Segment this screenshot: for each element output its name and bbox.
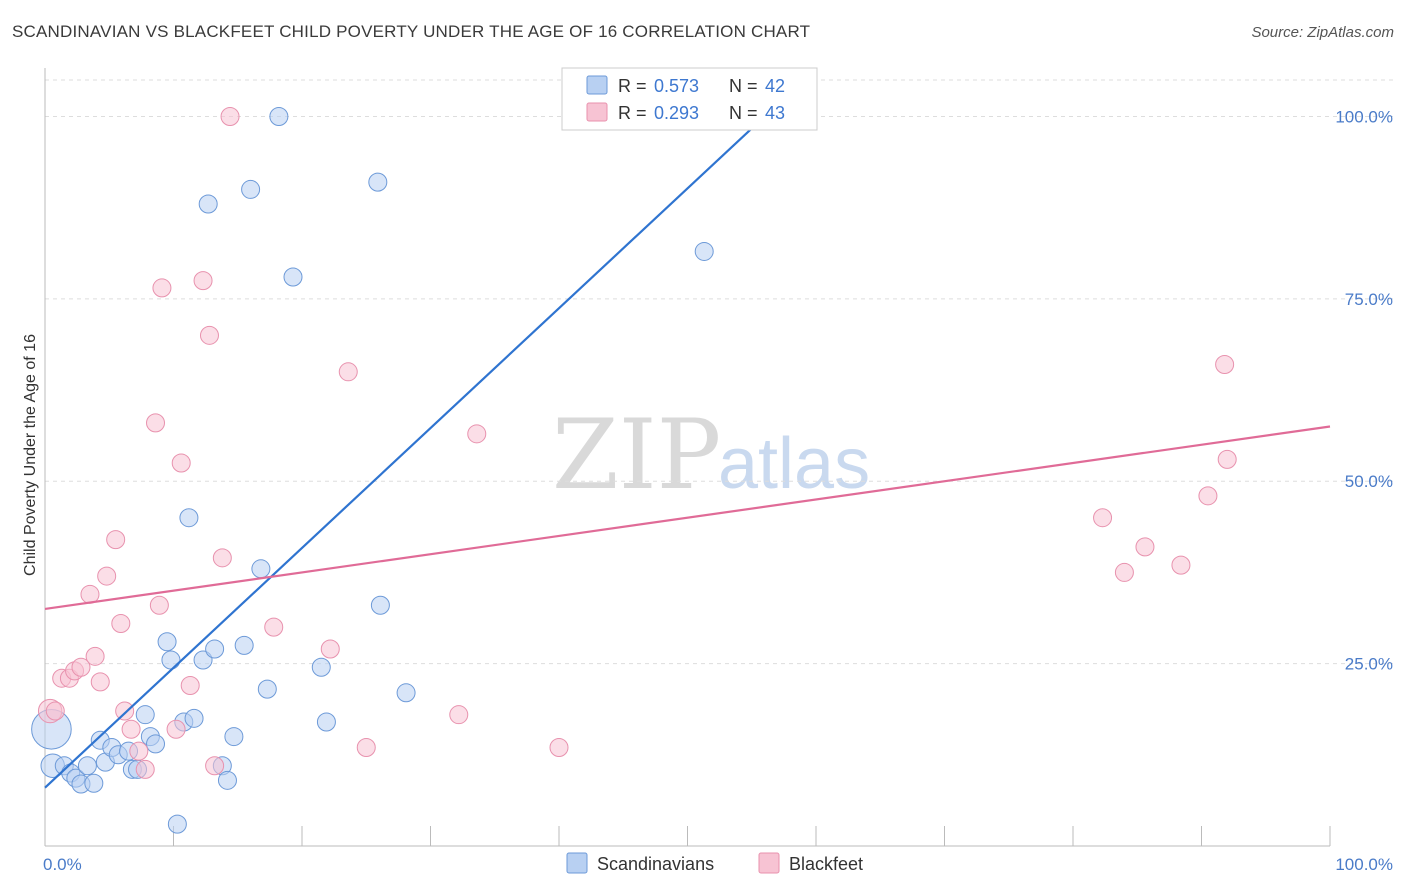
point-blackfeet-36	[1114, 562, 1134, 582]
point-scandinavians-28	[217, 770, 237, 790]
point-blackfeet-8	[90, 672, 110, 692]
series-legend-swatch-blackfeet	[758, 852, 780, 874]
point-blackfeet-19	[166, 719, 186, 739]
y-axis-label: Child Poverty Under the Age of 16	[22, 334, 39, 576]
point-scandinavians-40	[396, 683, 416, 703]
point-blackfeet-27	[264, 617, 284, 637]
chart-title: SCANDINAVIAN VS BLACKFEET CHILD POVERTY …	[12, 22, 811, 41]
point-scandinavians-19	[161, 650, 181, 670]
point-scandinavians-41	[694, 241, 714, 261]
point-blackfeet-10	[106, 530, 126, 550]
legend-n-value-scandinavians: 42	[765, 76, 785, 96]
point-scandinavians-36	[311, 657, 331, 677]
point-scandinavians-20	[167, 814, 187, 834]
point-scandinavians-25	[198, 194, 218, 214]
trendline-blackfeet	[44, 425, 1331, 610]
trendline-scandinavians	[44, 115, 766, 789]
y-tick-label-50: 50.0%	[1345, 472, 1393, 491]
point-blackfeet-18	[152, 278, 172, 298]
point-blackfeet-39	[1198, 486, 1218, 506]
point-scandinavians-33	[257, 679, 277, 699]
legend-n-label-scandinavians: N =	[729, 76, 758, 96]
y-tick-label-25: 25.0%	[1345, 655, 1393, 674]
legend-n-value-blackfeet: 43	[765, 103, 785, 123]
point-blackfeet-11	[111, 613, 131, 633]
point-scandinavians-39	[370, 595, 390, 615]
point-scandinavians-38	[368, 172, 388, 192]
point-scandinavians-30	[234, 635, 254, 655]
point-scandinavians-37	[316, 712, 336, 732]
point-blackfeet-26	[220, 106, 240, 126]
point-blackfeet-30	[356, 738, 376, 758]
point-blackfeet-35	[1093, 508, 1113, 528]
point-scandinavians-29	[224, 727, 244, 747]
point-blackfeet-40	[1215, 355, 1235, 375]
legend-r-label-scandinavians: R =	[618, 76, 647, 96]
watermark-zip: ZIP	[552, 399, 721, 511]
point-blackfeet-15	[135, 759, 155, 779]
point-blackfeet-29	[338, 362, 358, 382]
source-label: Source: ZipAtlas.com	[1251, 24, 1394, 41]
stats-legend: R = 0.573 N = 42 R = 0.293 N = 43	[561, 67, 818, 131]
point-blackfeet-7	[85, 646, 105, 666]
point-scandinavians-31	[241, 179, 261, 199]
points-layer	[31, 106, 1237, 834]
y-tick-label-100: 100.0%	[1335, 107, 1393, 126]
point-blackfeet-25	[212, 548, 232, 568]
legend-swatch-scandinavians	[586, 75, 608, 95]
point-blackfeet-21	[180, 676, 200, 696]
point-scandinavians-17	[146, 734, 166, 754]
y-tick-label-75: 75.0%	[1345, 290, 1393, 309]
point-blackfeet-16	[146, 413, 166, 433]
legend-r-label-blackfeet: R =	[618, 103, 647, 123]
point-scandinavians-23	[184, 708, 204, 728]
x-tick-label-max: 100.0%	[1335, 855, 1393, 874]
point-blackfeet-1	[45, 701, 65, 721]
watermark-atlas: atlas	[718, 424, 870, 504]
point-scandinavians-15	[135, 705, 155, 725]
point-scandinavians-18	[157, 632, 177, 652]
point-blackfeet-5	[71, 657, 91, 677]
point-blackfeet-17	[149, 595, 169, 615]
point-blackfeet-9	[97, 566, 117, 586]
series-legend-label-scandinavians: Scandinavians	[597, 854, 714, 874]
point-blackfeet-41	[1217, 449, 1237, 469]
trend-layer	[44, 115, 1331, 789]
point-scandinavians-35	[283, 267, 303, 287]
grid-layer	[45, 79, 1393, 665]
point-blackfeet-28	[320, 639, 340, 659]
point-blackfeet-33	[549, 738, 569, 758]
point-blackfeet-38	[1171, 555, 1191, 575]
x-tick-label-min: 0.0%	[43, 855, 82, 874]
point-scandinavians-6	[77, 756, 97, 776]
point-scandinavians-32	[251, 559, 271, 579]
point-scandinavians-22	[179, 508, 199, 528]
point-scandinavians-26	[205, 639, 225, 659]
point-blackfeet-23	[199, 325, 219, 345]
point-blackfeet-12	[115, 701, 135, 721]
legend-n-label-blackfeet: N =	[729, 103, 758, 123]
legend-swatch-blackfeet	[586, 102, 608, 122]
point-blackfeet-13	[121, 719, 141, 739]
point-blackfeet-14	[129, 741, 149, 761]
series-legend-label-blackfeet: Blackfeet	[789, 854, 863, 874]
series-legend: Scandinavians Blackfeet	[566, 852, 863, 874]
series-legend-swatch-scandinavians	[566, 852, 588, 874]
ticks-layer: 25.0% 50.0% 75.0% 100.0% 0.0% 100.0%	[43, 107, 1393, 874]
point-blackfeet-31	[449, 705, 469, 725]
point-scandinavians-34	[269, 106, 289, 126]
point-blackfeet-22	[193, 271, 213, 291]
point-scandinavians-24	[193, 650, 213, 670]
point-blackfeet-24	[205, 756, 225, 776]
point-scandinavians-7	[84, 773, 104, 793]
point-blackfeet-37	[1135, 537, 1155, 557]
legend-r-value-blackfeet: 0.293	[654, 103, 699, 123]
legend-r-value-scandinavians: 0.573	[654, 76, 699, 96]
point-blackfeet-32	[467, 424, 487, 444]
point-blackfeet-20	[171, 453, 191, 473]
